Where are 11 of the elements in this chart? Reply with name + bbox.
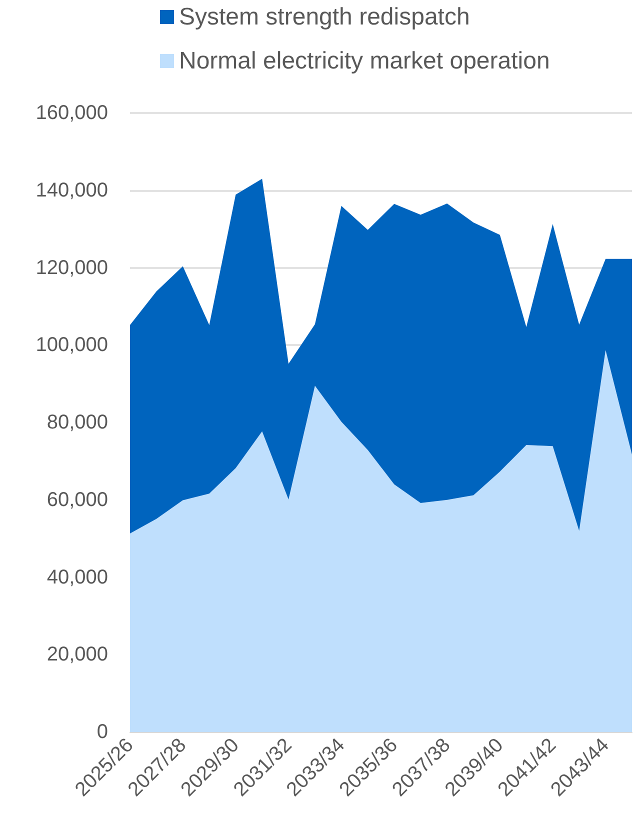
y-tick-label: 80,000 bbox=[46, 412, 108, 434]
legend-label: Normal electricity market operation bbox=[179, 48, 550, 74]
y-tick-label: 60,000 bbox=[46, 488, 108, 511]
y-tick-label: 160,000 bbox=[36, 102, 108, 124]
y-tick-label: 100,000 bbox=[36, 334, 108, 356]
y-tick-label: 40,000 bbox=[46, 566, 108, 588]
y-tick-label: 0 bbox=[96, 721, 108, 743]
y-tick-label: 140,000 bbox=[36, 179, 108, 202]
y-tick-label: 120,000 bbox=[36, 256, 108, 279]
y-tick-label: 20,000 bbox=[46, 644, 108, 666]
legend-label: System strength redispatch bbox=[179, 4, 470, 30]
